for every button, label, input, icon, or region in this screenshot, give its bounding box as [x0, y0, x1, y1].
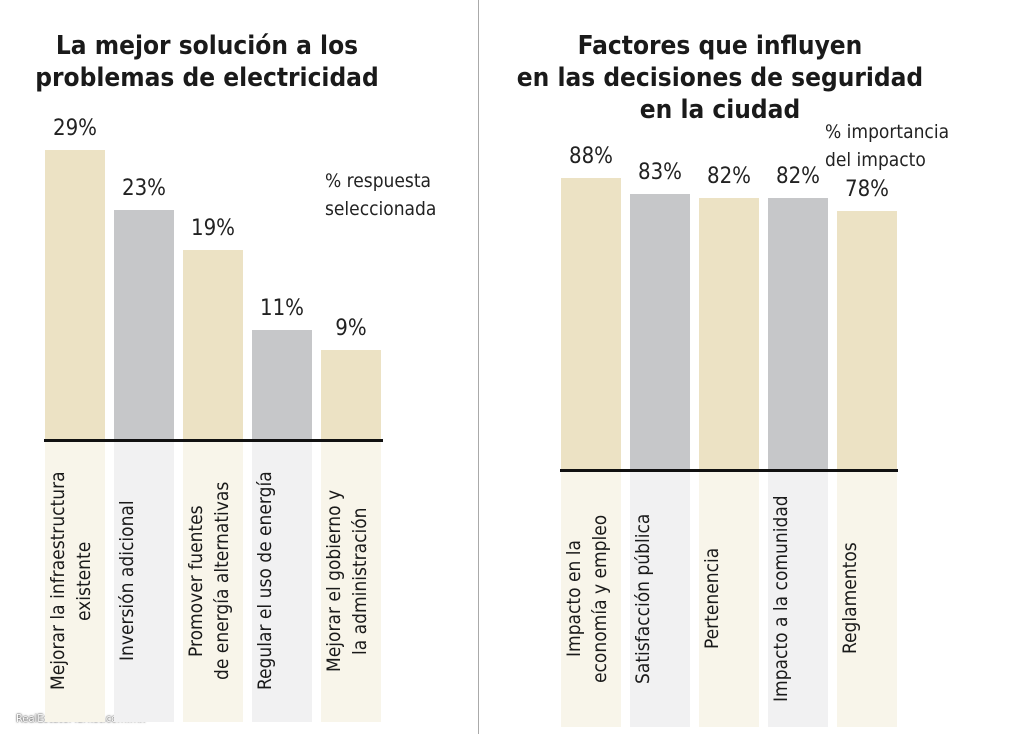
value-label: 82% [776, 163, 820, 189]
chart-note: % respuesta seleccionada [325, 170, 437, 220]
bar [561, 177, 621, 470]
value-label: 19% [191, 216, 235, 241]
category-label: Impacto a la comunidad [770, 495, 792, 702]
baseline [560, 469, 898, 472]
divider [478, 0, 479, 734]
category-background [630, 470, 690, 727]
category-label: Promover fuentes de energía alternativas [185, 481, 233, 681]
bar [45, 150, 105, 440]
value-label: 29% [53, 116, 97, 141]
category-background [321, 440, 381, 722]
bar [837, 211, 897, 470]
chart-title: La mejor solución a los problemas de ele… [35, 31, 379, 93]
value-label: 83% [638, 160, 682, 186]
category-background [45, 440, 105, 722]
bar [252, 330, 312, 440]
category-label: Reglamentos [839, 542, 861, 655]
category-background [561, 470, 621, 727]
category-background [699, 470, 759, 727]
value-label: 23% [122, 176, 166, 201]
category-label: Pertenencia [701, 547, 723, 650]
value-label: 82% [707, 163, 751, 189]
bar [114, 210, 174, 440]
category-background [114, 440, 174, 722]
bar [183, 250, 243, 440]
category-background [183, 440, 243, 722]
value-label: 88% [569, 143, 613, 169]
bar [768, 197, 828, 470]
bar [630, 194, 690, 470]
category-background [252, 440, 312, 722]
value-label: 9% [335, 316, 367, 341]
category-label: Impacto en la economía y empleo [563, 514, 611, 683]
category-label: Satisfacción pública [632, 513, 654, 684]
bar [699, 197, 759, 470]
category-label: Inversión adicional [116, 500, 138, 662]
chart-title: Factores que influyen en las decisiones … [516, 31, 924, 125]
category-background [768, 470, 828, 727]
category-label: Regular el uso de energía [254, 471, 276, 691]
category-label: Mejorar el gobierno y la administración [323, 489, 371, 673]
value-label: 11% [260, 296, 304, 321]
category-background [837, 470, 897, 727]
value-label: 78% [845, 177, 889, 203]
chart-note: % importancia del impacto [825, 121, 950, 171]
baseline [44, 439, 383, 442]
category-label: Mejorar la infraestructura existente [47, 471, 95, 691]
bar [321, 350, 381, 440]
